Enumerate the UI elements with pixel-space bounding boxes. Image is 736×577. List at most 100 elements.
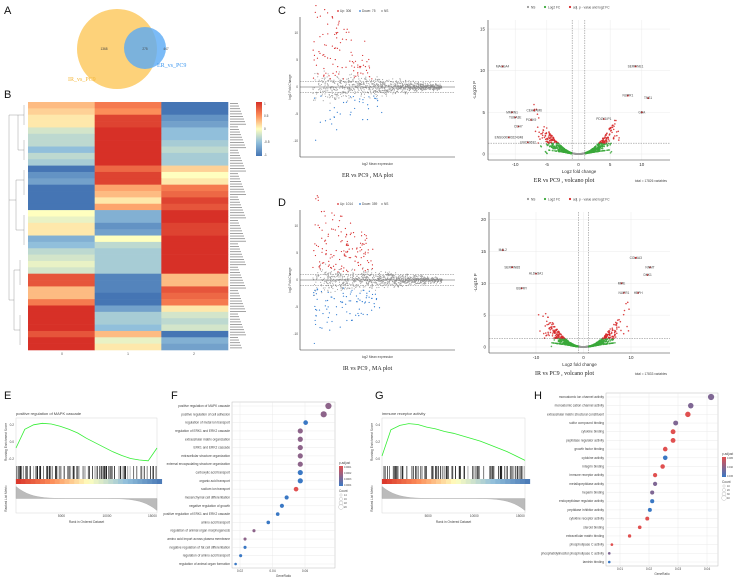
heatmap-cell — [28, 260, 95, 268]
ma-point-ns — [365, 76, 367, 78]
ma-point-up — [316, 57, 319, 59]
ma-point-up — [345, 31, 347, 33]
ma-point-ns — [413, 281, 415, 283]
ma-point-ns — [323, 289, 326, 291]
ma-point-ns — [335, 285, 337, 287]
heatmap-row-label — [230, 277, 242, 279]
ma-point-up — [349, 257, 352, 259]
heatmap-row-label — [230, 155, 240, 156]
heatmap-cell — [94, 165, 162, 173]
ma-point-ns — [414, 284, 416, 286]
ma-point-up — [345, 236, 347, 238]
ma-point-ns — [420, 85, 422, 87]
ma-point-ns — [363, 270, 365, 272]
ma-point-down — [342, 292, 344, 295]
ma-point-ns — [397, 89, 399, 91]
volcano-point — [609, 144, 611, 146]
x-tick-label: 0 — [577, 162, 580, 167]
heatmap-row-label — [230, 126, 238, 128]
volcano-point — [568, 151, 571, 154]
ma-point-up — [341, 67, 343, 69]
ma-point-ns — [432, 89, 434, 91]
ma-point-ns — [339, 268, 341, 270]
ma-point-up — [365, 235, 367, 237]
volcano-point — [551, 149, 554, 152]
heatmap-cell — [161, 305, 229, 313]
ma-point-up — [371, 268, 373, 270]
ma-point-ns — [340, 278, 342, 280]
ma-point-ns — [390, 277, 392, 279]
ma-point-ns — [401, 277, 403, 279]
ma-point-ns — [401, 82, 403, 85]
ma-point-ns — [386, 80, 388, 82]
ma-point-ns — [389, 89, 391, 91]
heatmap-cell — [28, 267, 95, 274]
ma-point-ns — [410, 276, 412, 279]
ma-point-down — [316, 309, 318, 311]
heatmap-cell — [28, 248, 95, 255]
ma-point-up — [343, 267, 345, 269]
ma-point-up — [324, 239, 327, 241]
gene-label: CDH7 — [514, 125, 523, 129]
ma-point-ns — [374, 78, 377, 80]
heatmap-cell — [161, 152, 229, 160]
ma-point-ns — [368, 282, 370, 284]
ma-point-ns — [339, 91, 341, 93]
ma-point-ns — [368, 287, 371, 289]
heatmap-cell — [161, 121, 229, 128]
volcano-point — [536, 113, 539, 115]
ma-point-ns — [436, 281, 438, 283]
ma-point-ns — [335, 98, 337, 100]
ma-point-up — [364, 251, 366, 253]
heatmap-row-label — [230, 305, 244, 307]
ma-point-up — [361, 59, 363, 61]
ma-point-down — [314, 305, 316, 308]
ma-point-ns — [380, 271, 382, 273]
heatmap-cell — [28, 216, 95, 224]
ma-point-ns — [341, 93, 343, 95]
heatmap-row-label — [230, 181, 241, 182]
ma-point-ns — [425, 277, 427, 279]
ma-point-up — [349, 233, 351, 236]
volcano-point — [541, 137, 544, 139]
ma-point-ns — [342, 95, 344, 97]
ma-point-up — [345, 269, 348, 271]
ma-point-ns — [368, 84, 370, 86]
volcano-point — [614, 336, 617, 338]
heatmap-cell — [94, 210, 162, 217]
ma-point-ns — [313, 99, 315, 101]
ma-point-down — [313, 97, 316, 99]
ma-point-ns — [366, 276, 368, 278]
ma-point-down — [376, 105, 378, 107]
ma-point-ns — [413, 280, 416, 282]
ma-point-down — [359, 299, 361, 301]
ma-point-ns — [377, 283, 379, 285]
ma-point-ns — [360, 77, 363, 79]
heatmap-cell — [161, 267, 229, 274]
heatmap-cell — [161, 184, 229, 192]
ma-point-up — [372, 248, 374, 250]
ma-point-ns — [337, 85, 339, 87]
y-tick-label: -5 — [295, 112, 298, 116]
ma-point-down — [368, 301, 370, 304]
ma-point-ns — [347, 77, 349, 80]
ma-point-ns — [414, 278, 416, 280]
ma-point-ns — [377, 280, 379, 282]
ma-point-down — [339, 326, 341, 328]
ma-point-up — [313, 54, 316, 56]
ma-point-ns — [360, 88, 362, 90]
volcano-point — [626, 325, 628, 328]
volcano-point — [547, 323, 550, 326]
ma-point-ns — [329, 283, 331, 285]
ma-point-ns — [323, 79, 325, 81]
ma-point-ns — [389, 278, 391, 280]
ma-point-ns — [338, 271, 340, 273]
ma-point-ns — [329, 91, 331, 94]
volcano-point — [615, 131, 618, 133]
volcano-point — [607, 142, 610, 145]
ma-point-ns — [405, 83, 407, 85]
ma-point-ns — [425, 87, 427, 89]
ma-point-ns — [404, 282, 406, 284]
ma-point-ns — [330, 281, 332, 283]
panel-label-d: D — [278, 197, 286, 209]
